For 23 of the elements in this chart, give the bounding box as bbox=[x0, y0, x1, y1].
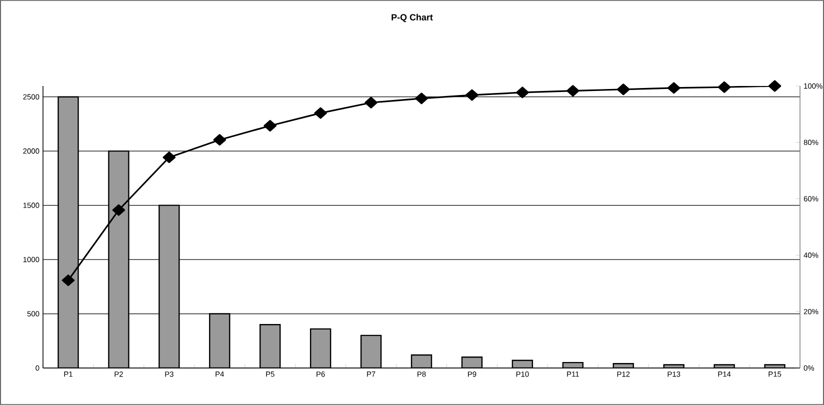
point bbox=[768, 80, 782, 92]
point bbox=[667, 82, 680, 94]
bar bbox=[108, 150, 130, 368]
point bbox=[718, 81, 731, 93]
point bbox=[516, 86, 529, 98]
bar bbox=[58, 96, 79, 368]
bar bbox=[260, 324, 281, 368]
bar bbox=[209, 313, 230, 368]
point bbox=[62, 274, 75, 286]
point bbox=[466, 89, 478, 101]
point bbox=[213, 134, 226, 146]
bar bbox=[158, 204, 180, 368]
bar bbox=[360, 334, 382, 368]
chart-title: P-Q Chart bbox=[392, 14, 433, 22]
point bbox=[162, 152, 176, 164]
point bbox=[616, 84, 630, 96]
point bbox=[415, 92, 428, 104]
point bbox=[264, 120, 277, 132]
bar bbox=[310, 328, 332, 368]
point bbox=[566, 85, 580, 97]
point bbox=[364, 96, 378, 108]
point bbox=[112, 204, 126, 216]
point bbox=[314, 107, 327, 119]
